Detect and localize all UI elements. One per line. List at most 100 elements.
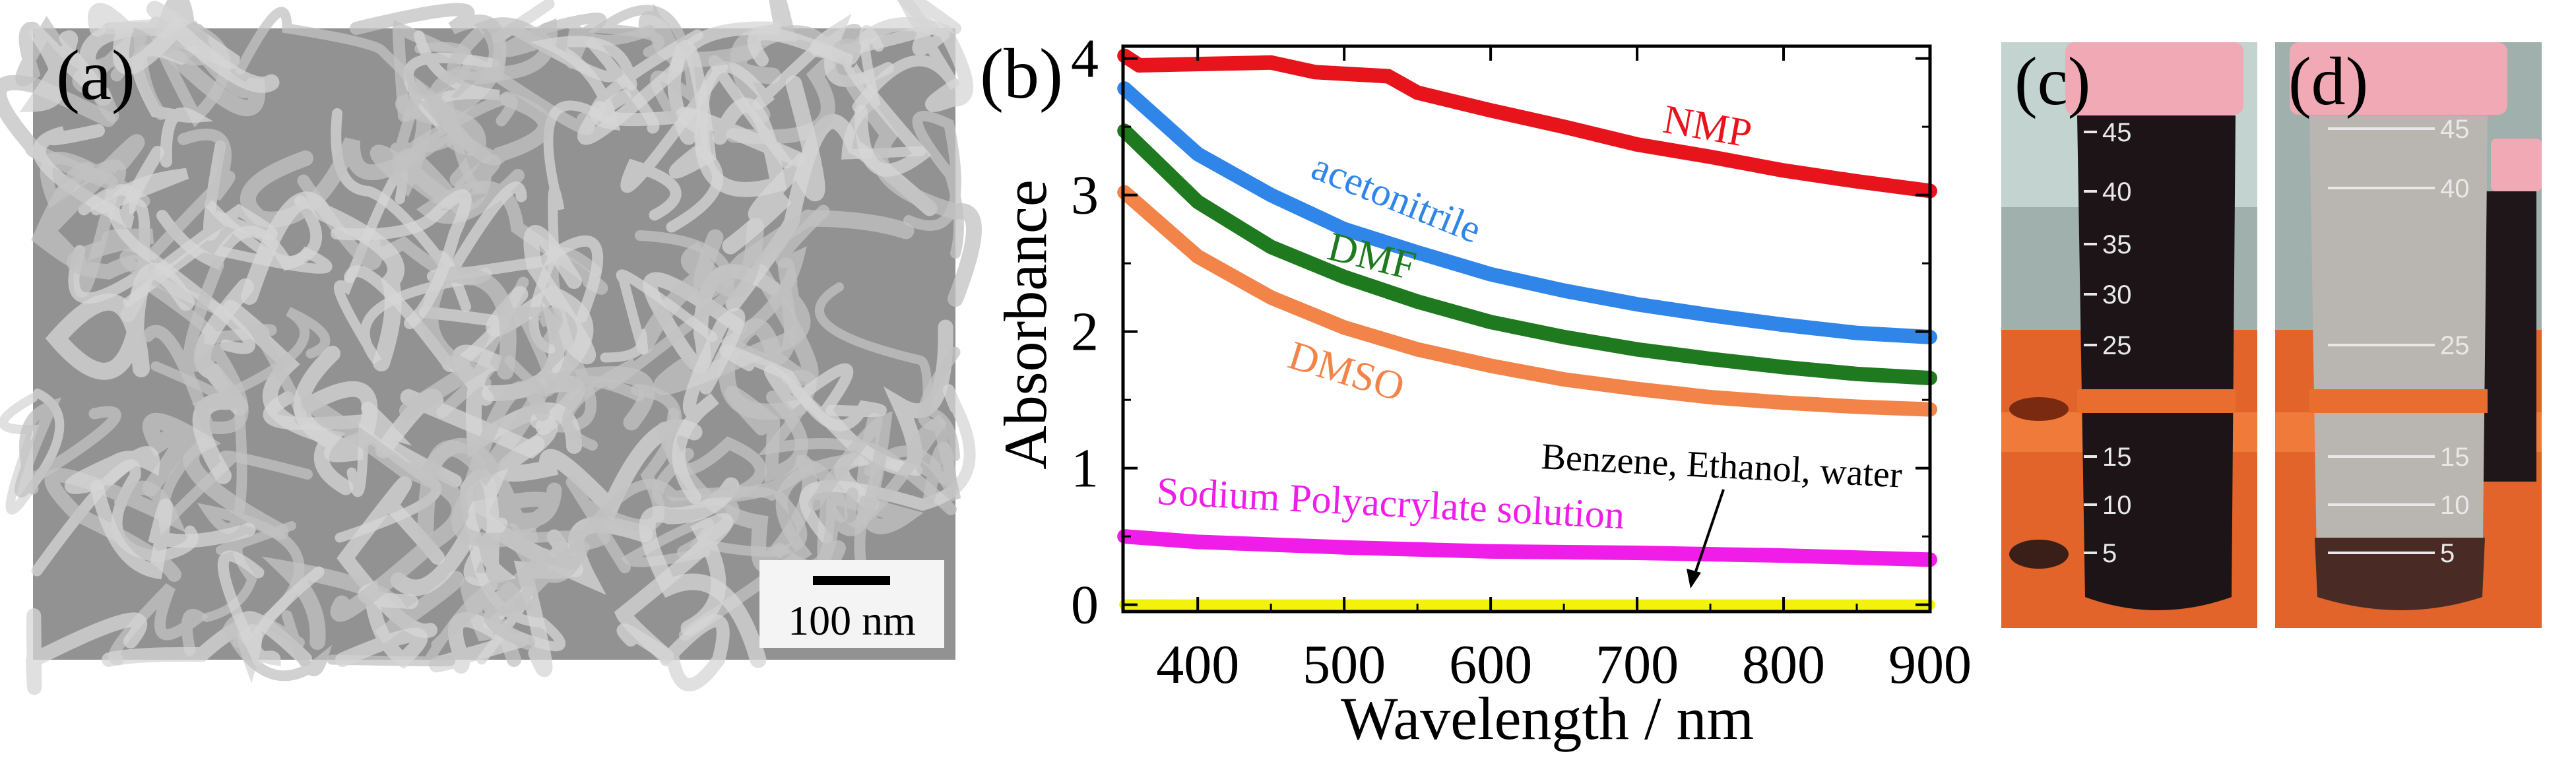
nanofiber bbox=[747, 27, 932, 177]
tube-cap bbox=[2290, 42, 2507, 115]
nanofiber bbox=[399, 266, 517, 420]
y-tick-label: 1 bbox=[1071, 438, 1099, 499]
nanofiber bbox=[150, 307, 331, 410]
sediment bbox=[2315, 538, 2485, 610]
graduation-label: 35 bbox=[2102, 230, 2132, 259]
x-tick-label: 500 bbox=[1303, 634, 1386, 695]
absorbance-chart: (b) 400 500 600 700 800 900 0 1 2 3 4 Wavelength /… bbox=[980, 28, 1972, 752]
graduation-label: 45 bbox=[2440, 115, 2470, 144]
nanofiber bbox=[152, 0, 266, 117]
x-tick-label: 600 bbox=[1449, 634, 1532, 695]
nanofiber bbox=[370, 93, 474, 214]
nanofiber bbox=[31, 134, 145, 267]
y-tick-label: 3 bbox=[1071, 165, 1099, 226]
panel-label-a: (a) bbox=[56, 36, 135, 115]
nanofiber bbox=[32, 124, 164, 229]
nanofiber bbox=[217, 550, 325, 666]
graduation-label: 45 bbox=[2102, 118, 2132, 147]
nanofiber bbox=[241, 191, 404, 371]
nanofiber bbox=[722, 75, 825, 255]
nanofiber bbox=[119, 128, 236, 315]
graduation-label: 30 bbox=[2102, 280, 2132, 309]
nanofiber bbox=[852, 0, 961, 113]
sem-image-panel: (a) 100 nm bbox=[0, 0, 982, 695]
scale-bar-line bbox=[813, 576, 890, 585]
nanofiber bbox=[843, 17, 974, 112]
panel-label-d: (d) bbox=[2288, 44, 2368, 119]
nanofiber bbox=[620, 55, 792, 221]
graduation-label: 40 bbox=[2102, 177, 2132, 206]
y-tick-label: 0 bbox=[1071, 575, 1099, 636]
nanofiber bbox=[724, 385, 808, 483]
tube-cap bbox=[2065, 42, 2243, 115]
nanofiber bbox=[45, 263, 195, 380]
nanofiber bbox=[141, 259, 249, 434]
nanofiber bbox=[719, 205, 830, 366]
nanofiber bbox=[600, 269, 718, 363]
graduation-label: 5 bbox=[2440, 539, 2455, 568]
nanofiber bbox=[719, 344, 887, 431]
nanofiber bbox=[614, 513, 734, 664]
graduation-label: 10 bbox=[2440, 491, 2470, 520]
nanofiber bbox=[844, 414, 958, 528]
scale-bar: 100 nm bbox=[759, 560, 944, 648]
nanofiber bbox=[64, 446, 160, 494]
series-line-4 bbox=[1117, 529, 1937, 567]
nanofiber bbox=[88, 3, 280, 93]
nanofiber bbox=[26, 608, 148, 695]
y-tick-label: 4 bbox=[1071, 28, 1099, 90]
y-tick-label: 2 bbox=[1071, 301, 1099, 363]
panel-label-c: (c) bbox=[2014, 44, 2090, 119]
nanofiber bbox=[672, 307, 746, 504]
nanofiber bbox=[202, 521, 296, 622]
nanofiber bbox=[484, 523, 591, 650]
nanofiber bbox=[327, 579, 527, 666]
nanofiber bbox=[519, 479, 777, 556]
x-axis-title: Wavelength / nm bbox=[1341, 685, 1754, 752]
photo-dispersed-tube: 45 40 35 30 25 15 10 5 (c) bbox=[2001, 42, 2257, 628]
nanofiber bbox=[799, 384, 976, 544]
nanofiber bbox=[300, 395, 468, 622]
nanofiber bbox=[460, 468, 517, 592]
ticks-layer: 400 500 600 700 800 900 0 1 2 3 4 bbox=[1071, 28, 1972, 695]
nanofiber bbox=[587, 5, 698, 123]
series-line-1 bbox=[1117, 81, 1937, 344]
graduation-label: 25 bbox=[2102, 331, 2132, 360]
nanofiber bbox=[123, 199, 333, 307]
panel-label-b: (b) bbox=[980, 35, 1063, 113]
nanofiber bbox=[639, 477, 767, 668]
series-line-0 bbox=[1117, 48, 1937, 199]
annotation-arrow bbox=[1687, 489, 1725, 588]
graduation-label: 15 bbox=[2440, 443, 2470, 472]
nanofiber bbox=[90, 168, 255, 354]
series-label-benzene-ethanol-water: Benzene, Ethanol, water bbox=[1540, 436, 1903, 496]
scale-bar-label: 100 nm bbox=[788, 597, 916, 644]
nanofiber bbox=[416, 91, 553, 187]
nanofiber bbox=[504, 306, 563, 396]
nanofiber bbox=[90, 480, 256, 580]
tube-graduations: 45 40 35 30 25 15 10 5 bbox=[2084, 118, 2132, 568]
x-tick-label: 900 bbox=[1888, 634, 1972, 695]
tube-clear-liquid bbox=[2309, 115, 2488, 610]
x-tick-label: 800 bbox=[1742, 634, 1825, 695]
nanofiber bbox=[19, 23, 106, 113]
nanofiber bbox=[331, 189, 472, 329]
nanofiber bbox=[222, 610, 333, 681]
series-layer bbox=[1117, 48, 1937, 610]
plot-frame bbox=[1121, 44, 1932, 614]
nanofiber bbox=[0, 389, 65, 515]
graduation-label: 5 bbox=[2102, 539, 2117, 568]
y-axis-title: Absorbance bbox=[992, 179, 1059, 469]
graduation-label: 10 bbox=[2102, 491, 2132, 520]
x-tick-label: 700 bbox=[1595, 634, 1679, 695]
nanofiber bbox=[15, 397, 121, 497]
series-line-3 bbox=[1117, 185, 1937, 417]
nanofiber bbox=[577, 40, 717, 179]
tube-dark-liquid bbox=[2077, 115, 2236, 610]
graduation-label: 25 bbox=[2440, 331, 2470, 360]
series-label-sodium-polyacrylate: Sodium Polyacrylate solution bbox=[1155, 469, 1625, 537]
series-line-2 bbox=[1117, 123, 1937, 385]
graduation-label: 40 bbox=[2440, 174, 2470, 203]
tube-graduations: 45 40 25 15 10 5 bbox=[2328, 115, 2470, 568]
